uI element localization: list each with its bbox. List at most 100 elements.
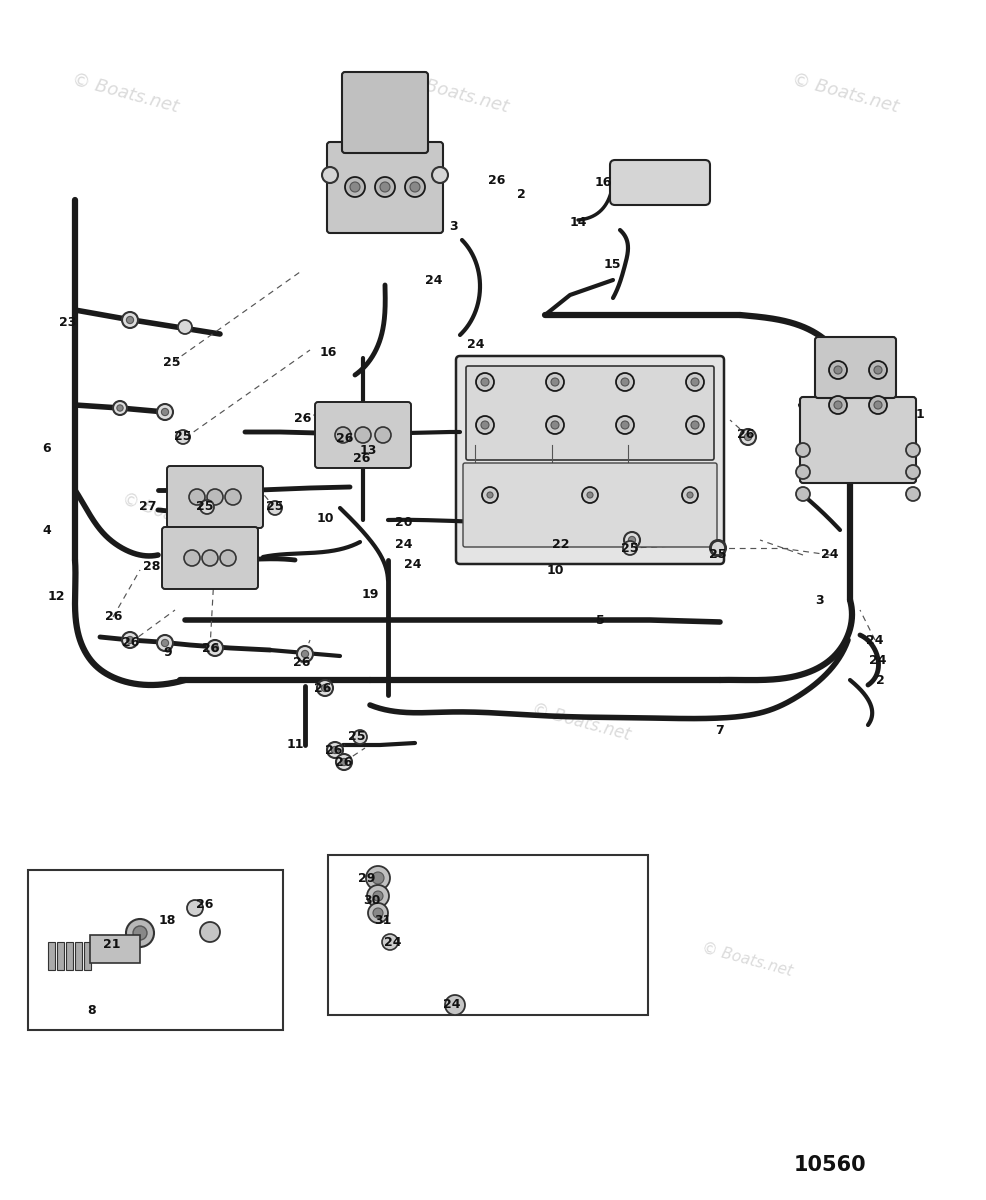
Circle shape <box>207 490 223 505</box>
Circle shape <box>874 366 881 374</box>
Circle shape <box>321 684 328 691</box>
Circle shape <box>681 487 697 503</box>
FancyBboxPatch shape <box>162 527 257 589</box>
Circle shape <box>345 176 365 197</box>
Text: 25: 25 <box>348 731 366 744</box>
Circle shape <box>709 540 726 556</box>
Text: 25: 25 <box>175 431 191 444</box>
Circle shape <box>200 500 214 514</box>
Circle shape <box>368 902 387 923</box>
Circle shape <box>795 464 810 479</box>
Circle shape <box>220 550 236 566</box>
Circle shape <box>795 443 810 457</box>
Text: © Boats.net: © Boats.net <box>399 70 510 115</box>
Circle shape <box>622 541 636 554</box>
Text: 23: 23 <box>59 317 77 330</box>
Circle shape <box>582 487 598 503</box>
FancyBboxPatch shape <box>609 160 709 205</box>
Circle shape <box>905 443 919 457</box>
Text: 12: 12 <box>47 590 65 604</box>
Bar <box>327 854 648 1015</box>
Circle shape <box>202 550 218 566</box>
Text: 7: 7 <box>715 724 724 737</box>
Bar <box>75 942 82 970</box>
Circle shape <box>326 742 343 758</box>
Text: 18: 18 <box>158 913 176 926</box>
Circle shape <box>868 396 886 414</box>
Circle shape <box>157 404 173 420</box>
Circle shape <box>868 361 886 379</box>
FancyBboxPatch shape <box>814 337 895 398</box>
Text: 25: 25 <box>196 500 214 514</box>
Text: 27: 27 <box>139 500 157 514</box>
Text: 10560: 10560 <box>793 1154 866 1175</box>
Circle shape <box>375 427 390 443</box>
Text: © Boats.net: © Boats.net <box>440 940 533 979</box>
Circle shape <box>475 416 494 434</box>
Circle shape <box>353 730 367 744</box>
Circle shape <box>685 373 703 391</box>
FancyBboxPatch shape <box>315 402 410 468</box>
Circle shape <box>445 995 464 1015</box>
Circle shape <box>177 320 192 334</box>
Circle shape <box>126 636 133 643</box>
Circle shape <box>486 492 492 498</box>
Text: 2: 2 <box>516 188 525 202</box>
Circle shape <box>615 416 633 434</box>
Circle shape <box>122 312 138 328</box>
Text: 26: 26 <box>314 682 331 695</box>
Text: 26: 26 <box>202 642 220 654</box>
Circle shape <box>207 640 223 656</box>
Circle shape <box>126 317 133 324</box>
Circle shape <box>545 416 563 434</box>
Text: 24: 24 <box>820 548 838 562</box>
Text: 26: 26 <box>106 611 122 624</box>
Circle shape <box>162 640 169 647</box>
Text: 15: 15 <box>602 258 620 271</box>
Text: 8: 8 <box>88 1003 97 1016</box>
Circle shape <box>157 635 173 650</box>
Circle shape <box>225 490 241 505</box>
Circle shape <box>367 886 388 907</box>
Circle shape <box>690 421 698 428</box>
Text: 24: 24 <box>466 338 484 352</box>
Bar <box>90 935 140 962</box>
Text: 31: 31 <box>374 913 391 926</box>
Text: 24: 24 <box>866 634 882 647</box>
Circle shape <box>297 646 313 662</box>
Circle shape <box>623 532 639 548</box>
Circle shape <box>366 866 389 890</box>
Circle shape <box>301 650 309 658</box>
Circle shape <box>373 890 383 901</box>
Bar <box>57 942 64 970</box>
Circle shape <box>334 427 351 443</box>
Text: 26: 26 <box>737 428 754 442</box>
Circle shape <box>628 536 635 544</box>
Circle shape <box>480 421 488 428</box>
Circle shape <box>404 176 425 197</box>
FancyBboxPatch shape <box>326 142 443 233</box>
Text: 26: 26 <box>488 174 505 187</box>
Text: 11: 11 <box>286 738 304 751</box>
Text: 10: 10 <box>316 511 333 524</box>
Text: © Boats.net: © Boats.net <box>789 70 900 115</box>
Circle shape <box>710 541 725 554</box>
Text: 24: 24 <box>394 539 412 552</box>
Circle shape <box>905 487 919 502</box>
Circle shape <box>686 492 692 498</box>
Circle shape <box>200 922 220 942</box>
Circle shape <box>833 366 841 374</box>
Circle shape <box>905 464 919 479</box>
Circle shape <box>116 404 123 412</box>
Text: 21: 21 <box>104 938 120 952</box>
Text: 30: 30 <box>363 894 381 906</box>
Circle shape <box>740 428 755 445</box>
Circle shape <box>550 378 558 386</box>
Text: 25: 25 <box>266 500 283 514</box>
Text: 16: 16 <box>319 347 336 360</box>
Text: 26: 26 <box>293 655 311 668</box>
Circle shape <box>122 632 138 648</box>
Circle shape <box>375 176 394 197</box>
Text: 25: 25 <box>709 548 726 562</box>
Circle shape <box>714 545 721 552</box>
